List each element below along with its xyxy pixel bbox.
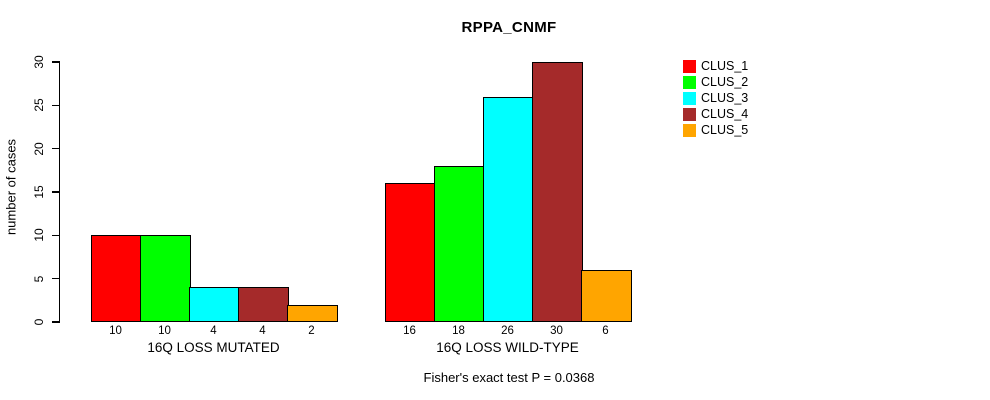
y-tick-label: 20 <box>32 141 46 156</box>
legend-item-clus_3: CLUS_3 <box>683 90 748 106</box>
bar-value-label: 18 <box>452 325 465 337</box>
y-tick <box>52 61 60 63</box>
legend-swatch-icon <box>683 123 696 137</box>
legend-swatch-icon <box>683 91 696 105</box>
y-tick <box>52 321 60 323</box>
legend-label: CLUS_5 <box>701 123 749 137</box>
bar-value-label: 10 <box>158 325 171 337</box>
x-group-label: 16Q LOSS WILD-TYPE <box>436 340 579 355</box>
y-tick <box>52 234 60 237</box>
y-tick <box>52 277 60 280</box>
y-tick-label: 15 <box>32 185 46 199</box>
chart-title: RPPA_CNMF <box>461 19 557 36</box>
legend-label: CLUS_3 <box>701 91 749 105</box>
y-tick-label: 5 <box>32 275 46 282</box>
bar-clus_1-group1 <box>91 235 142 322</box>
bar-value-label: 30 <box>550 325 563 337</box>
legend-label: CLUS_4 <box>701 107 749 121</box>
bar-clus_4-group1 <box>238 287 289 322</box>
legend-swatch-icon <box>683 59 696 73</box>
bar-value-label: 2 <box>308 325 315 337</box>
x-group-label: 16Q LOSS MUTATED <box>147 340 280 355</box>
legend-item-clus_1: CLUS_1 <box>683 58 748 74</box>
y-tick-label: 0 <box>32 318 46 326</box>
bar-value-label: 4 <box>259 325 266 337</box>
y-tick-label: 25 <box>32 98 46 113</box>
bar-value-label: 10 <box>109 325 122 337</box>
legend-swatch-icon <box>683 75 696 89</box>
y-tick-label: 10 <box>32 228 46 243</box>
bar-clus_2-group2 <box>434 166 485 322</box>
bar-clus_2-group1 <box>140 235 191 322</box>
annotation-text: Fisher's exact test P = 0.0368 <box>423 370 595 385</box>
y-tick-label: 30 <box>32 55 46 69</box>
bar-clus_3-group2 <box>483 96 534 322</box>
bar-value-label: 6 <box>602 325 609 337</box>
bar-value-label: 4 <box>210 325 217 337</box>
bar-clus_1-group2 <box>385 183 436 322</box>
legend-label: CLUS_2 <box>701 75 749 89</box>
bar-clus_3-group1 <box>189 287 240 322</box>
bar-clus_5-group1 <box>287 304 338 322</box>
bar-value-label: 16 <box>403 325 416 337</box>
y-tick <box>52 104 60 107</box>
bar-clus_4-group2 <box>532 62 583 322</box>
legend-item-clus_4: CLUS_4 <box>683 106 748 122</box>
bar-clus_5-group2 <box>581 270 632 322</box>
legend-item-clus_2: CLUS_2 <box>683 74 748 90</box>
y-tick <box>52 147 60 150</box>
y-tick <box>52 191 60 193</box>
legend-label: CLUS_1 <box>701 59 749 73</box>
legend-item-clus_5: CLUS_5 <box>683 122 748 138</box>
legend-swatch-icon <box>683 107 696 121</box>
bar-value-label: 26 <box>501 325 514 337</box>
y-axis-label: number of cases <box>3 138 19 236</box>
